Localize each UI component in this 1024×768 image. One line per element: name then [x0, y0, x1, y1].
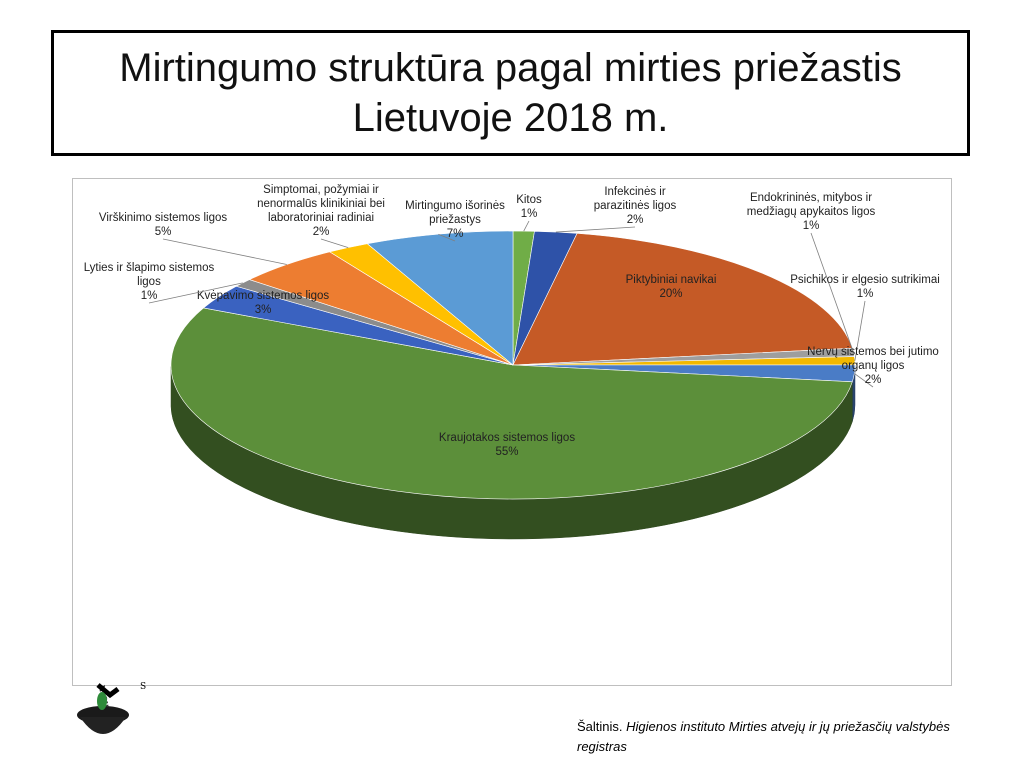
source-prefix: Šaltinis.	[577, 719, 623, 734]
pie-slice-piktybiniai-navikai	[512, 233, 853, 366]
slice-label-psichikos-ir-elgesio-sutrikimai: Psichikos ir elgesio sutrikimai 1%	[790, 274, 940, 300]
slice-label-mirtingumo-isorines-priezastys: Mirtingumo išorinės priežastys 7%	[405, 200, 505, 240]
pie-slices	[170, 230, 856, 500]
slice-label-endokrinines-mitybos-ir-medziagu-apykait: Endokrininės, mitybos ir medžiagų apykait…	[747, 192, 876, 232]
leader-line-simptomai-pozymiai-ir-nenormalus-kliniki	[320, 238, 349, 248]
pie-slice-kraujotakos-sistemos-ligos	[170, 307, 853, 500]
institute-logo-icon: HIGIEN S	[77, 682, 146, 734]
slice-label-piktybiniai-navikai: Piktybiniai navikai 20%	[626, 274, 717, 300]
slide-title-line-2: Lietuvoje 2018 m.	[352, 96, 669, 140]
slide-title-line-1: Mirtingumo struktūra pagal mirties priež…	[119, 46, 902, 90]
pie-labels: Kitos 1% Infekcinės ir parazitinės ligos 2% P…	[84, 184, 940, 458]
slice-label-kraujotakos-sistemos-ligos: Kraujotakos sistemos ligos 55%	[439, 432, 575, 458]
leader-line-kitos	[523, 220, 530, 232]
source-note: Šaltinis. Higienos instituto Mirties atv…	[577, 717, 997, 757]
source-title: Higienos instituto Mirties atvejų ir jų …	[577, 719, 950, 754]
logo-bowl	[80, 717, 126, 734]
slice-label-kvepavimo-sistemos-ligos: Kvėpavimo sistemos ligos 3%	[197, 290, 330, 316]
slice-label-virskinimo-sistemos-ligos: Virškinimo sistemos ligos 5%	[99, 212, 227, 238]
leader-line-virskinimo-sistemos-ligos	[162, 238, 287, 265]
leader-line-endokrinines-mitybos-ir-medziagu-apykait	[810, 232, 854, 353]
leader-line-nervu-sistemos-bei-jutimo-organu-ligos	[854, 373, 874, 388]
leader-line-psichikos-ir-elgesio-sutrikimai	[854, 300, 866, 361]
slice-label-kitos: Kitos 1%	[516, 194, 542, 220]
slice-label-infekcines-ir-parazitines-ligos: Infekcinės ir parazitinės ligos 2%	[594, 186, 677, 226]
leader-line-lyties-ir-slapimo-sistemos-ligos	[148, 282, 243, 304]
logo-serpent	[96, 683, 120, 699]
leader-line-infekcines-ir-parazitines-ligos	[555, 226, 636, 233]
slice-label-simptomai-pozymiai-ir-nenormalus-kliniki: Simptomai, požymiai ir nenormalūs kliniki…	[257, 184, 385, 238]
slice-label-nervu-sistemos-bei-jutimo-organu-ligos: Nervų sistemos bei jutimo organų ligos 2%	[807, 346, 939, 386]
logo-lettering-right: S	[140, 682, 146, 692]
slide-title-box: Mirtingumo struktūra pagal mirties priež…	[51, 30, 970, 156]
pie-slice-mirtingumo-isorines-priezastys	[366, 230, 514, 366]
pie-chart: Kitos 1% Infekcinės ir parazitinės ligos 2% P…	[84, 184, 940, 540]
leader-line-mirtingumo-isorines-priezastys	[438, 233, 456, 242]
logo-leaf	[97, 692, 107, 710]
chart-area: Kitos 1% Infekcinės ir parazitinės ligos 2% P…	[72, 178, 952, 686]
slice-label-lyties-ir-slapimo-sistemos-ligos: Lyties ir šlapimo sistemos ligos 1%	[84, 262, 215, 302]
